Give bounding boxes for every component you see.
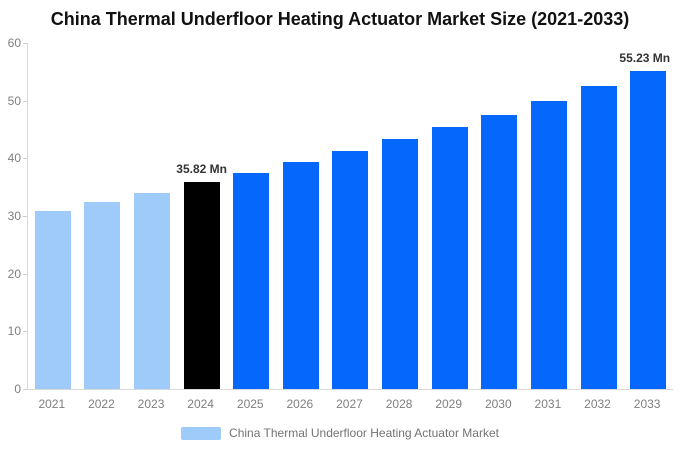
legend-item[interactable]: China Thermal Underfloor Heating Actuato…: [0, 426, 680, 440]
bar-2029: [431, 127, 468, 389]
y-tick-label: 0: [14, 382, 21, 396]
x-tick-label-2031: 2031: [534, 397, 562, 411]
bar-slot-2028: [375, 43, 425, 389]
bar-2026: [282, 162, 319, 389]
y-tick-label: 20: [7, 266, 21, 281]
x-tick-label-2028: 2028: [385, 397, 413, 411]
y-tick-mark: [23, 158, 27, 160]
bar-2033: 55.23 Mn: [619, 51, 670, 389]
x-tick-label-2032: 2032: [584, 397, 611, 411]
y-tick-mark: [23, 389, 27, 390]
bar-slot-2024: 35.82 Mn: [176, 43, 227, 389]
bar-slot-2029: [425, 43, 475, 389]
bar-2030: [481, 114, 518, 389]
y-tick-label: 30: [7, 209, 21, 223]
x-tick-label-2026: 2026: [286, 397, 314, 411]
x-tick-label-2021: 2021: [38, 397, 66, 411]
bar-2022: [84, 202, 121, 389]
x-tick-label-2033: 2033: [633, 397, 661, 411]
bar-slot-2033: 55.23 Mn: [619, 43, 673, 389]
bar-2028: [382, 139, 419, 389]
x-tick-label-2023: 2023: [137, 397, 165, 411]
bar-slot-2031: [524, 43, 574, 389]
y-tick-label: 40: [7, 151, 21, 166]
y-tick-label: 60: [7, 36, 21, 50]
bar-2032: [580, 86, 617, 389]
bar-value-label-2024: 35.82 Mn: [176, 162, 227, 177]
legend-swatch: [181, 426, 222, 440]
x-tick-label-2029: 2029: [435, 397, 463, 411]
chart-title: China Thermal Underfloor Heating Actuato…: [50, 9, 630, 29]
y-tick-mark: [23, 331, 27, 333]
bar-2027: [332, 151, 369, 389]
x-tick-label-2025: 2025: [236, 397, 264, 411]
bar-2023: [134, 192, 171, 389]
x-tick-label-2024: 2024: [187, 397, 214, 411]
x-axis: 2021 2022 2023 2024 2025 2026 2027 2028 2029 2030…: [27, 397, 672, 411]
x-tick-label-2027: 2027: [336, 397, 363, 411]
bar-slot-2022: [78, 43, 128, 389]
bar-slot-2025: [226, 43, 276, 389]
bar-2024: 35.82 Mn: [176, 162, 227, 389]
y-tick-mark: [23, 216, 27, 217]
plot-area: 35.82 Mn 55.23 Mn: [27, 43, 673, 390]
bar-slot-2032: [574, 43, 624, 389]
y-tick-label: 10: [7, 324, 21, 339]
bar-slot-2021: [28, 43, 78, 389]
bar-2025: [233, 172, 270, 389]
y-tick-mark: [23, 43, 27, 44]
bar-2021: [34, 211, 71, 389]
bar-slot-2027: [326, 43, 376, 389]
legend-label: China Thermal Underfloor Heating Actuato…: [229, 426, 499, 440]
bar-slot-2023: [127, 43, 177, 389]
bar-slot-2026: [276, 43, 326, 389]
x-tick-label-2030: 2030: [484, 397, 512, 411]
y-tick-label: 50: [7, 93, 21, 108]
x-tick-label-2022: 2022: [88, 397, 115, 411]
y-tick-mark: [23, 273, 27, 275]
bar-slot-2030: [474, 43, 524, 389]
y-tick-mark: [23, 100, 27, 102]
bar-2031: [530, 100, 567, 389]
bar-value-label-2033: 55.23 Mn: [619, 50, 671, 65]
